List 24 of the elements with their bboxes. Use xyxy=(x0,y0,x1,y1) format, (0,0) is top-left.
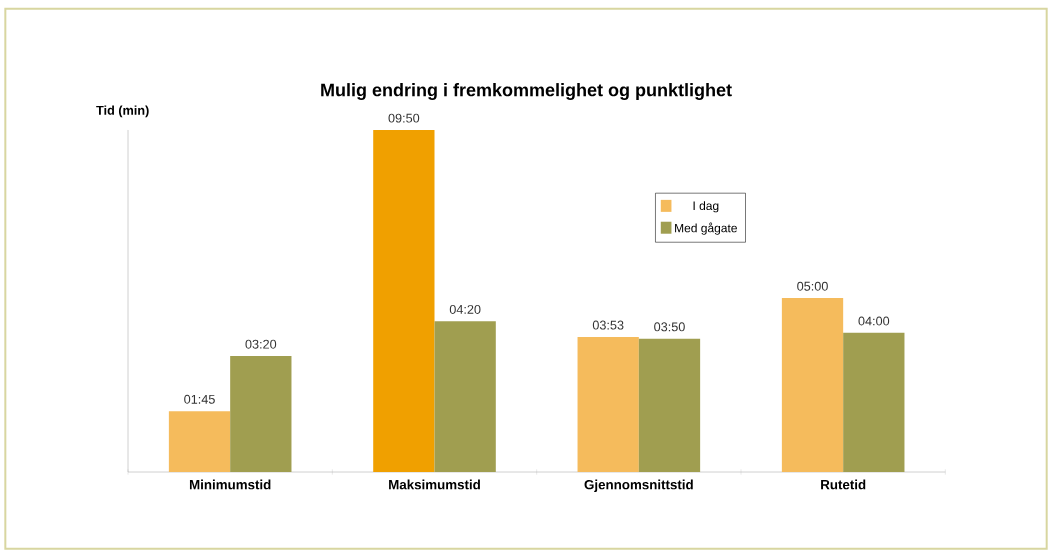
bar xyxy=(168,411,231,472)
data-label: 03:50 xyxy=(654,322,685,332)
legend-label: I dag xyxy=(693,201,719,213)
data-label: 09:50 xyxy=(388,113,420,123)
bar xyxy=(577,336,639,472)
y-axis-title: Tid (min) xyxy=(96,105,149,118)
x-tick-label: Maksimumstid xyxy=(389,479,480,490)
bar xyxy=(373,129,435,472)
x-tick-label: Gjennomsnittstid xyxy=(584,479,693,492)
data-label: 04:00 xyxy=(858,316,890,326)
chart-title: Mulig endring i fremkommelighet og punktlighet xyxy=(321,83,732,100)
bar xyxy=(843,332,905,472)
bar xyxy=(230,356,292,472)
data-label: 03:20 xyxy=(245,339,277,349)
data-label: 04:20 xyxy=(449,304,481,314)
data-label: 03:53 xyxy=(592,320,624,330)
bar xyxy=(434,321,496,472)
bar xyxy=(781,298,844,472)
x-tick-label: Minimumstid xyxy=(189,479,271,490)
bar xyxy=(638,338,701,472)
legend-label: Med gågate xyxy=(675,222,737,235)
x-tick-label: Rutetid xyxy=(821,479,866,490)
data-label: 01:45 xyxy=(184,394,215,404)
data-label: 05:00 xyxy=(797,281,828,291)
